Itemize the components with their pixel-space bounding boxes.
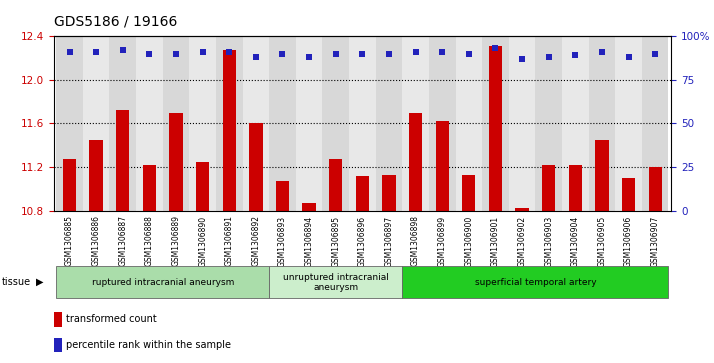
- Point: [596, 49, 608, 55]
- Point: [516, 56, 528, 62]
- Bar: [323, 36, 349, 211]
- Point: [171, 51, 182, 57]
- Bar: [542, 165, 555, 211]
- Point: [91, 49, 102, 55]
- Bar: [136, 36, 163, 211]
- Bar: [83, 36, 109, 211]
- Text: tissue: tissue: [1, 277, 31, 287]
- Bar: [296, 36, 323, 211]
- Bar: [249, 123, 263, 211]
- Bar: [409, 113, 422, 211]
- Point: [490, 46, 501, 52]
- Point: [223, 49, 235, 55]
- Bar: [63, 159, 76, 211]
- Bar: [595, 140, 608, 211]
- Bar: [189, 36, 216, 211]
- Point: [356, 51, 368, 57]
- FancyBboxPatch shape: [56, 266, 269, 298]
- Bar: [562, 36, 588, 211]
- Bar: [276, 181, 289, 211]
- Bar: [196, 162, 209, 211]
- Bar: [509, 36, 536, 211]
- Bar: [116, 110, 129, 211]
- Point: [570, 53, 581, 58]
- Bar: [462, 175, 476, 211]
- Bar: [349, 36, 376, 211]
- Point: [144, 51, 155, 57]
- Text: percentile rank within the sample: percentile rank within the sample: [66, 340, 231, 350]
- Bar: [269, 36, 296, 211]
- Bar: [536, 36, 562, 211]
- Bar: [109, 36, 136, 211]
- Bar: [382, 175, 396, 211]
- Bar: [568, 165, 582, 211]
- Bar: [303, 203, 316, 211]
- Point: [277, 51, 288, 57]
- Bar: [356, 176, 369, 211]
- Point: [250, 54, 261, 60]
- Text: ▶: ▶: [36, 277, 44, 287]
- Point: [436, 49, 448, 55]
- Text: ruptured intracranial aneurysm: ruptured intracranial aneurysm: [91, 278, 234, 287]
- Bar: [163, 36, 189, 211]
- Bar: [516, 208, 529, 211]
- Bar: [376, 36, 402, 211]
- Point: [463, 51, 475, 57]
- Bar: [429, 36, 456, 211]
- Text: transformed count: transformed count: [66, 314, 157, 325]
- Point: [303, 54, 315, 60]
- Bar: [642, 36, 668, 211]
- Bar: [436, 121, 449, 211]
- Text: unruptured intracranial
aneurysm: unruptured intracranial aneurysm: [283, 273, 388, 292]
- Point: [623, 54, 634, 60]
- Bar: [89, 140, 103, 211]
- Bar: [216, 36, 243, 211]
- Text: superficial temporal artery: superficial temporal artery: [475, 278, 596, 287]
- Bar: [243, 36, 269, 211]
- Bar: [56, 36, 83, 211]
- Bar: [482, 36, 509, 211]
- Text: GDS5186 / 19166: GDS5186 / 19166: [54, 15, 177, 29]
- Point: [543, 54, 554, 60]
- Point: [117, 47, 129, 53]
- Bar: [615, 36, 642, 211]
- Bar: [143, 165, 156, 211]
- Bar: [329, 159, 343, 211]
- Bar: [169, 113, 183, 211]
- Point: [650, 51, 661, 57]
- Bar: [489, 46, 502, 211]
- FancyBboxPatch shape: [402, 266, 668, 298]
- Bar: [588, 36, 615, 211]
- Bar: [648, 167, 662, 211]
- Bar: [456, 36, 482, 211]
- Point: [197, 49, 208, 55]
- Point: [64, 49, 75, 55]
- Point: [330, 51, 341, 57]
- Bar: [402, 36, 429, 211]
- FancyBboxPatch shape: [269, 266, 402, 298]
- Bar: [223, 50, 236, 211]
- Point: [410, 49, 421, 55]
- Point: [383, 51, 395, 57]
- Bar: [622, 178, 635, 211]
